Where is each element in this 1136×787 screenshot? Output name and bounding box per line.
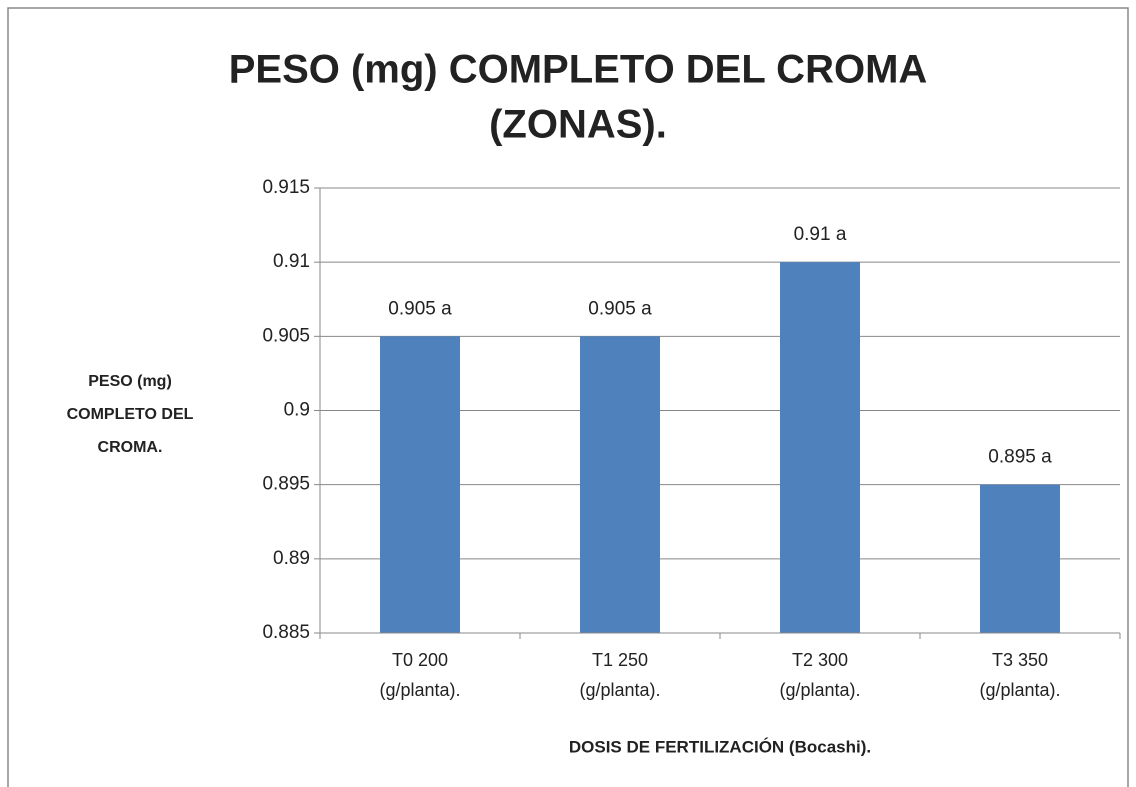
bar <box>580 336 660 633</box>
y-tick-label: 0.885 <box>262 622 310 643</box>
bar <box>780 262 860 633</box>
y-tick-label: 0.915 <box>262 177 310 198</box>
chart-border <box>7 7 1129 787</box>
x-tick-label: (g/planta). <box>379 680 460 700</box>
x-axis-label: DOSIS DE FERTILIZACIÓN (Bocashi). <box>569 737 871 756</box>
bar <box>380 336 460 633</box>
data-label: 0.91 a <box>794 224 847 245</box>
data-label: 0.905 a <box>588 298 652 319</box>
chart-title: (ZONAS). <box>489 103 667 147</box>
y-axis-label: COMPLETO DEL <box>67 406 194 423</box>
x-tick-label: T2 300 <box>792 650 848 670</box>
y-tick-label: 0.9 <box>284 400 310 421</box>
y-tick-label: 0.91 <box>273 251 310 272</box>
y-tick-label: 0.89 <box>273 548 310 569</box>
data-label: 0.905 a <box>388 298 452 319</box>
y-tick-label: 0.895 <box>262 474 310 495</box>
y-axis-label: PESO (mg) <box>88 373 172 390</box>
data-label: 0.895 a <box>988 447 1052 468</box>
y-axis-label: CROMA. <box>98 439 163 456</box>
x-tick-label: (g/planta). <box>779 680 860 700</box>
chart-title: PESO (mg) COMPLETO DEL CROMA <box>229 48 928 92</box>
x-tick-label: T0 200 <box>392 650 448 670</box>
bar <box>980 484 1060 633</box>
x-tick-label: (g/planta). <box>979 680 1060 700</box>
x-tick-label: (g/planta). <box>579 680 660 700</box>
x-tick-label: T3 350 <box>992 650 1048 670</box>
y-tick-label: 0.905 <box>262 325 310 346</box>
x-tick-label: T1 250 <box>592 650 648 670</box>
